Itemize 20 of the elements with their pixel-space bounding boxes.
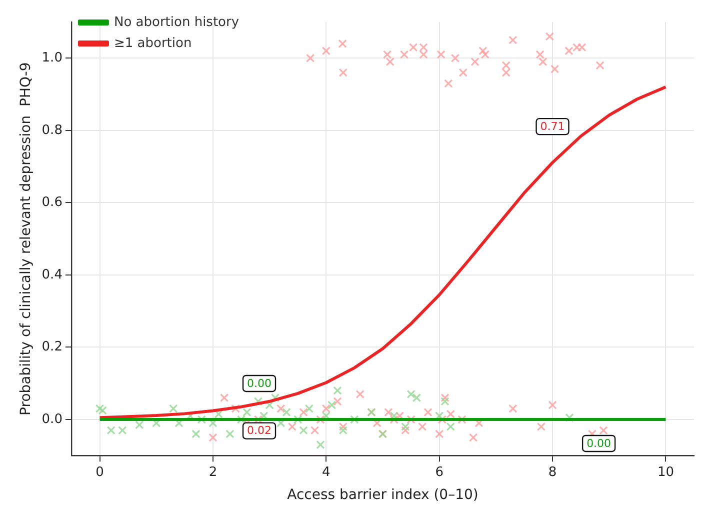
y-tick-label: 1.0: [42, 50, 62, 66]
y-tick-label: 0.8: [42, 122, 62, 138]
annotation: 0.71: [540, 120, 565, 133]
x-tick-label: 8: [548, 464, 557, 480]
y-tick-label: 0.6: [42, 195, 62, 210]
y-tick-label: 0.2: [42, 340, 62, 355]
y-tick-label: 0.4: [42, 267, 62, 282]
legend-label: No abortion history: [114, 14, 240, 30]
legend-label: ≥1 abortion: [114, 36, 192, 51]
annotation: 0.00: [586, 436, 612, 450]
annotation: 0.00: [247, 376, 272, 390]
x-axis-title: Access barrier index (0–10): [287, 487, 478, 504]
x-tick-label: 2: [208, 464, 218, 480]
x-tick-label: 4: [322, 464, 330, 480]
x-tick-label: 0: [96, 464, 104, 480]
x-tick-label: 6: [435, 464, 444, 480]
x-tick-label: 10: [657, 464, 674, 480]
y-axis-title: Probability of clinically relevant depression PHQ-9: [18, 62, 34, 416]
y-tick-label: 0.0: [42, 412, 62, 427]
annotation: 0.02: [247, 424, 272, 438]
